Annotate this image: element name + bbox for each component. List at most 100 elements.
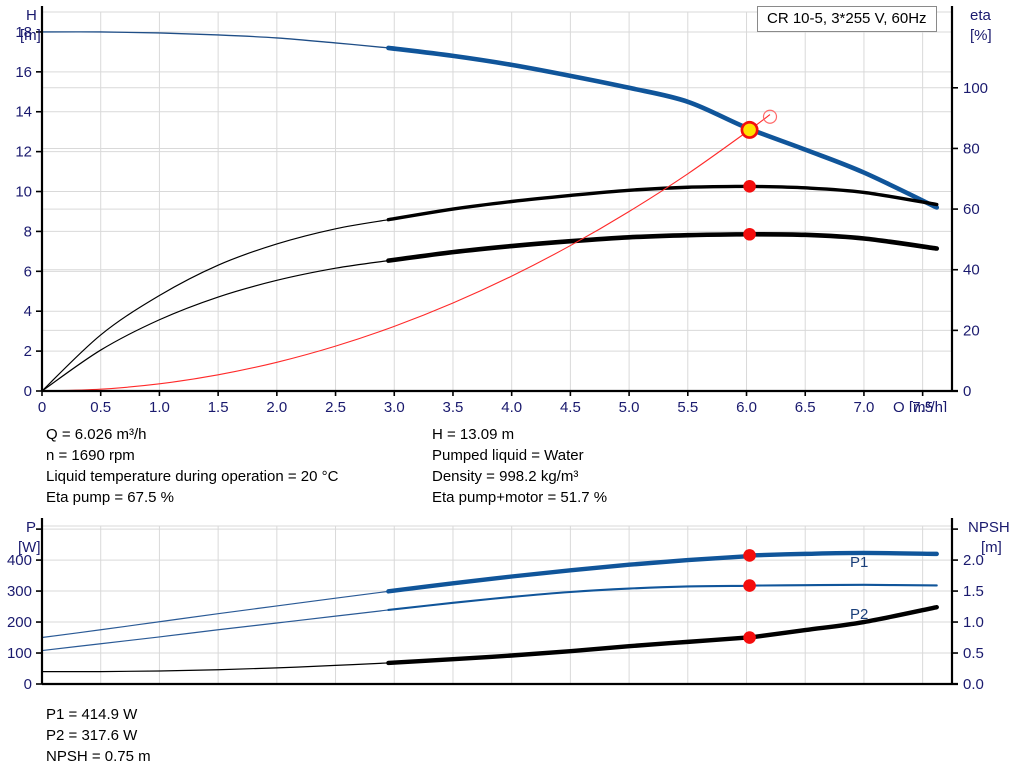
duty-point-eta-pump-motor[interactable] — [743, 227, 756, 241]
npsh-curve-thin — [41, 662, 393, 673]
top-chart-gridlines — [42, 11, 952, 392]
eta-pump-motor-curve-thin — [41, 259, 393, 392]
operating-info-right: H = 13.09 m Pumped liquid = Water Densit… — [432, 424, 607, 508]
bottom-chart-gridlines — [42, 525, 952, 685]
system-curve-thin — [41, 114, 771, 392]
x-tick-label: 3.5 — [443, 399, 464, 412]
y2-tick-label: 0 — [963, 383, 971, 400]
duty-point-ghost — [762, 109, 778, 124]
bottom-chart-axes — [36, 518, 958, 686]
x-tick-label: 2.5 — [325, 399, 346, 412]
y2-tick-label: 1.5 — [963, 583, 984, 600]
q-axis-title: Q [m³/h] — [893, 399, 947, 412]
top-chart-tick-labels: 0 0.5 1.0 1.5 2.0 2.5 3.0 3.5 4.0 4.5 5.0 5.5 6.0 6.5… — [15, 24, 988, 412]
y2-tick-label: 20 — [963, 322, 980, 339]
info-p2: P2 = 317.6 W — [46, 727, 138, 744]
x-tick-label: 7.5 — [912, 399, 933, 412]
y-tick-label: 2 — [24, 343, 32, 360]
y-tick-label: 100 — [7, 645, 32, 662]
x-tick-label: 4.5 — [560, 399, 581, 412]
p2-curve-bold — [387, 583, 938, 612]
x-tick-label: 6.5 — [795, 399, 816, 412]
y-tick-label: 200 — [7, 614, 32, 631]
info-eta-pump: Eta pump = 67.5 % — [46, 489, 174, 506]
eta-axis-title-line2: [%] — [970, 27, 992, 44]
info-npsh: NPSH = 0.75 m — [46, 748, 151, 765]
y-tick-label: 10 — [15, 184, 32, 201]
x-tick-label: 0.5 — [90, 399, 111, 412]
head-eta-chart-svg: 0 0.5 1.0 1.5 2.0 2.5 3.0 3.5 4.0 4.5 5.0 5.5 6.0 6.5… — [15, 6, 992, 412]
y-tick-label: 300 — [7, 583, 32, 600]
x-tick-label: 2.0 — [266, 399, 287, 412]
x-tick-label: 1.0 — [149, 399, 170, 412]
eta-pump-curve-bold — [386, 184, 939, 222]
head-curve-bold — [386, 45, 940, 210]
info-h: H = 13.09 m — [432, 426, 515, 443]
y2-tick-label: 40 — [963, 262, 980, 279]
x-tick-label: 1.5 — [208, 399, 229, 412]
p1-curve-bold — [386, 550, 939, 594]
p-axis-title-line2: [W] — [18, 539, 41, 556]
info-eta-pump-motor: Eta pump+motor = 51.7 % — [432, 489, 608, 506]
bottom-chart-curves — [41, 550, 939, 673]
x-tick-label: 5.0 — [619, 399, 640, 412]
info-density: Density = 998.2 kg/m³ — [432, 468, 579, 485]
p-axis-title-line1: P — [26, 519, 36, 536]
duty-point[interactable] — [743, 123, 756, 137]
eta-axis-title-line1: eta — [970, 7, 992, 24]
npsh-axis-title-line2: [m] — [981, 539, 1002, 556]
x-tick-label: 3.0 — [384, 399, 405, 412]
head-eta-chart: 0 0.5 1.0 1.5 2.0 2.5 3.0 3.5 4.0 4.5 5.0 5.5 6.0 6.5… — [15, 6, 992, 412]
x-tick-label: 0 — [38, 399, 46, 412]
y-tick-label: 400 — [7, 552, 32, 569]
x-tick-label: 5.5 — [677, 399, 698, 412]
p2-curve-label: P2 — [850, 606, 868, 623]
info-p1: P1 = 414.9 W — [46, 706, 138, 723]
y2-tick-label: 100 — [963, 80, 988, 97]
y2-tick-label: 2.0 — [963, 552, 984, 569]
y-tick-label: 6 — [24, 263, 32, 280]
y-tick-label: 18 — [15, 24, 32, 41]
duty-point-p1[interactable] — [743, 549, 756, 562]
info-n: n = 1690 rpm — [46, 447, 135, 464]
bottom-chart-tick-labels: 0 100 200 300 400 0.0 0.5 1.0 1.5 2.0 — [7, 552, 984, 693]
y2-tick-label: 60 — [963, 201, 980, 218]
x-tick-label: 4.0 — [501, 399, 522, 412]
duty-point-p2[interactable] — [743, 579, 756, 592]
x-tick-label: 6.0 — [736, 399, 757, 412]
top-chart-curves — [41, 31, 940, 392]
top-chart-duty-markers[interactable] — [740, 109, 778, 241]
info-liquid-temperature: Liquid temperature during operation = 20… — [46, 468, 339, 485]
y-tick-label: 8 — [24, 223, 32, 240]
top-chart-axes — [36, 6, 958, 396]
npsh-curve-bold — [386, 604, 939, 666]
eta-pump-motor-curve-bold — [386, 231, 940, 263]
p1-curve-label: P1 — [850, 554, 868, 571]
x-tick-label: 7.0 — [854, 399, 875, 412]
power-npsh-chart: 0 100 200 300 400 0.0 0.5 1.0 1.5 2.0 P [W] NPSH … — [0, 512, 1024, 702]
power-info: P1 = 414.9 W P2 = 317.6 W NPSH = 0.75 m — [46, 704, 151, 767]
eta-pump-curve-thin — [41, 218, 393, 392]
operating-info-left: Q = 6.026 m³/h n = 1690 rpm Liquid tempe… — [46, 424, 338, 508]
y2-tick-label: 1.0 — [963, 614, 984, 631]
y2-tick-label: 0.0 — [963, 676, 984, 693]
duty-point-eta-pump[interactable] — [743, 180, 756, 193]
pump-model-title: CR 10-5, 3*255 V, 60Hz — [757, 6, 937, 32]
bottom-chart-duty-markers[interactable] — [743, 549, 756, 644]
y-tick-label: 14 — [15, 104, 32, 121]
head-curve-thin — [41, 31, 393, 49]
info-q: Q = 6.026 m³/h — [46, 426, 147, 443]
y-tick-label: 0 — [24, 676, 32, 693]
h-axis-title-line2: [m] — [20, 27, 41, 44]
y-tick-label: 4 — [24, 303, 32, 320]
y-tick-label: 12 — [15, 144, 32, 161]
p1-curve-thin — [41, 590, 393, 639]
y-tick-label: 16 — [15, 64, 32, 81]
duty-point-npsh[interactable] — [743, 631, 756, 644]
h-axis-title-line1: H — [26, 7, 37, 24]
npsh-axis-title-line1: NPSH — [968, 519, 1010, 536]
y2-tick-label: 0.5 — [963, 645, 984, 662]
y2-tick-label: 80 — [963, 140, 980, 157]
